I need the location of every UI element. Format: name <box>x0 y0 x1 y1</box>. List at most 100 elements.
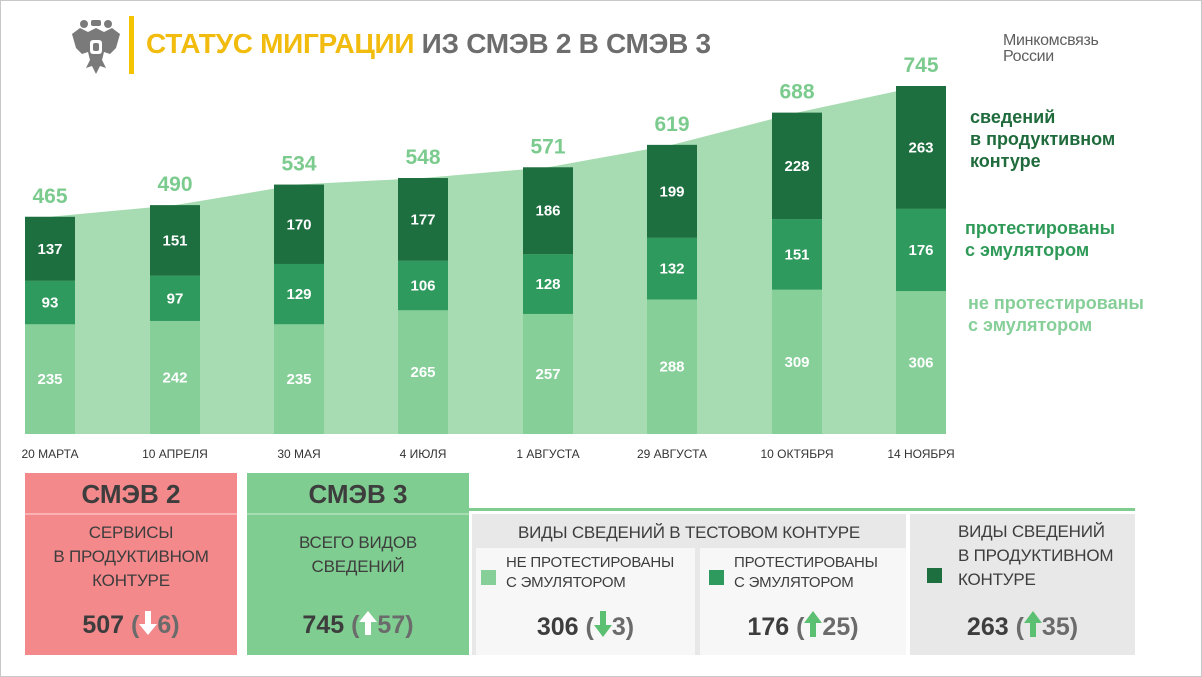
legend-untested-line-1: не протестированы <box>968 293 1144 313</box>
tested-value: 176 <box>747 613 790 641</box>
data-label: 235 <box>286 371 311 388</box>
bar-tested <box>150 275 200 321</box>
bar-production <box>25 216 75 281</box>
tested-swatch <box>709 570 724 585</box>
smev3-description: ВСЕГО ВИДОВ СВЕДЕНИЙ <box>247 531 469 579</box>
ministry-logo-text: Минкомсвязь России <box>1003 33 1153 65</box>
untested-value: 306 <box>536 613 579 641</box>
production-value-row: 263 (35) <box>910 611 1135 642</box>
data-label: 263 <box>908 139 933 156</box>
x-tick-label: 29 АВГУСТА <box>637 447 707 461</box>
smev2-desc-line-1: СЕРВИСЫ <box>88 523 174 542</box>
total-label: 571 <box>530 135 565 158</box>
data-label: 257 <box>535 366 560 383</box>
total-label: 745 <box>903 54 938 77</box>
data-label: 151 <box>784 246 809 263</box>
data-label: 186 <box>535 203 560 220</box>
x-tick-label: 10 АПРЕЛЯ <box>142 447 208 461</box>
bar-production <box>772 112 822 220</box>
total-label: 490 <box>157 173 192 196</box>
total-label: 548 <box>405 146 440 169</box>
close-paren: ) <box>1069 613 1079 641</box>
data-label: 132 <box>659 261 684 278</box>
smev3-change: 57 <box>377 611 406 639</box>
close-paren: ) <box>171 611 180 639</box>
data-label: 288 <box>659 359 684 376</box>
legend-untested-line-2: с эмулятором <box>968 315 1093 335</box>
close-paren: ) <box>625 613 635 641</box>
x-tick-label: 4 ИЮЛЯ <box>400 447 447 461</box>
total-label: 688 <box>779 81 814 104</box>
data-label: 309 <box>784 354 809 371</box>
bar-untested <box>150 320 200 434</box>
data-label: 170 <box>286 216 311 233</box>
bar-untested <box>647 299 697 434</box>
arrow-up-icon <box>804 611 823 637</box>
arrow-down-icon <box>139 611 158 635</box>
data-label: 128 <box>535 276 560 293</box>
smev3-value: 745 <box>302 611 345 639</box>
data-label: 177 <box>410 211 435 228</box>
arrow-up-icon <box>359 611 378 635</box>
tested-label-line-1: ПРОТЕСТИРОВАНЫ <box>734 554 878 571</box>
production-label-line-3: КОНТУРЕ <box>958 570 1036 589</box>
legend-production: сведений в продуктивном контуре <box>970 106 1115 172</box>
bar-production <box>523 167 573 255</box>
smev2-card: СМЭВ 2 СЕРВИСЫ В ПРОДУКТИВНОМ КОНТУРЕ 50… <box>25 473 237 655</box>
bar-tested <box>25 280 75 325</box>
page-title: СТАТУС МИГРАЦИИ ИЗ СМЭВ 2 В СМЭВ 3 <box>146 28 711 60</box>
data-label: 235 <box>37 371 62 388</box>
production-label-line-2: В ПРОДУКТИВНОМ <box>958 546 1114 565</box>
production-contour-panel: ВИДЫ СВЕДЕНИЙ В ПРОДУКТИВНОМ КОНТУРЕ 263… <box>910 514 1135 655</box>
smev2-value-row: 507 (6) <box>25 611 237 640</box>
open-paren: ( <box>585 613 594 641</box>
x-tick-label: 20 МАРТА <box>21 447 78 461</box>
total-label: 534 <box>281 153 316 176</box>
smev2-change: 6 <box>157 611 172 639</box>
data-label: 199 <box>659 183 684 200</box>
data-label: 306 <box>908 355 933 372</box>
ministry-line-1: Минкомсвязь <box>1003 32 1099 49</box>
untested-change: 3 <box>611 613 626 641</box>
untested-label-line-1: НЕ ПРОТЕСТИРОВАНЫ <box>506 554 675 571</box>
ministry-line-2: России <box>1003 48 1054 65</box>
tested-label-line-2: С ЭМУЛЯТОРОМ <box>734 574 854 591</box>
smev2-value: 507 <box>82 611 125 639</box>
legend-production-line-1: сведений <box>970 107 1056 127</box>
bar-production <box>647 144 697 238</box>
data-label: 242 <box>162 369 187 386</box>
test-contour-title: ВИДЫ СВЕДЕНИЙ В ТЕСТОВОМ КОНТУРЕ <box>518 523 860 542</box>
smev3-divider <box>247 513 469 515</box>
bar-production <box>896 86 946 209</box>
bar-tested <box>647 237 697 300</box>
open-paren: ( <box>796 613 805 641</box>
title-rest-text: ИЗ СМЭВ 2 В СМЭВ 3 <box>421 28 711 59</box>
legend-untested: не протестированы с эмулятором <box>968 292 1144 336</box>
untested-swatch <box>481 570 496 585</box>
bar-untested <box>523 313 573 434</box>
untested-card: НЕ ПРОТЕСТИРОВАНЫ С ЭМУЛЯТОРОМ 306 (3) <box>476 548 695 655</box>
bar-tested <box>772 219 822 290</box>
open-paren: ( <box>1015 613 1024 641</box>
data-label: 106 <box>410 277 435 294</box>
smev2-heading: СМЭВ 2 <box>81 479 181 509</box>
title-accent-text: СТАТУС МИГРАЦИИ <box>146 28 415 59</box>
untested-label-line-2: С ЭМУЛЯТОРОМ <box>506 574 626 591</box>
legend-tested-line-2: с эмулятором <box>965 240 1090 260</box>
untested-value-row: 306 (3) <box>476 611 695 642</box>
bar-untested <box>772 289 822 434</box>
data-label: 228 <box>784 158 809 175</box>
section-divider-line <box>469 508 1135 511</box>
data-label: 97 <box>167 290 184 307</box>
smev3-card: СМЭВ 3 ВСЕГО ВИДОВ СВЕДЕНИЙ 745 (57) <box>247 473 469 655</box>
bar-tested <box>274 263 324 325</box>
close-paren: ) <box>405 611 414 639</box>
totals-area <box>25 86 946 434</box>
x-tick-label: 10 ОКТЯБРЯ <box>760 447 833 461</box>
data-label: 93 <box>42 295 59 312</box>
bar-tested <box>523 254 573 314</box>
bar-tested <box>398 260 448 311</box>
legend-production-line-3: контуре <box>970 151 1041 171</box>
total-label: 619 <box>654 113 689 136</box>
bar-production <box>398 178 448 261</box>
